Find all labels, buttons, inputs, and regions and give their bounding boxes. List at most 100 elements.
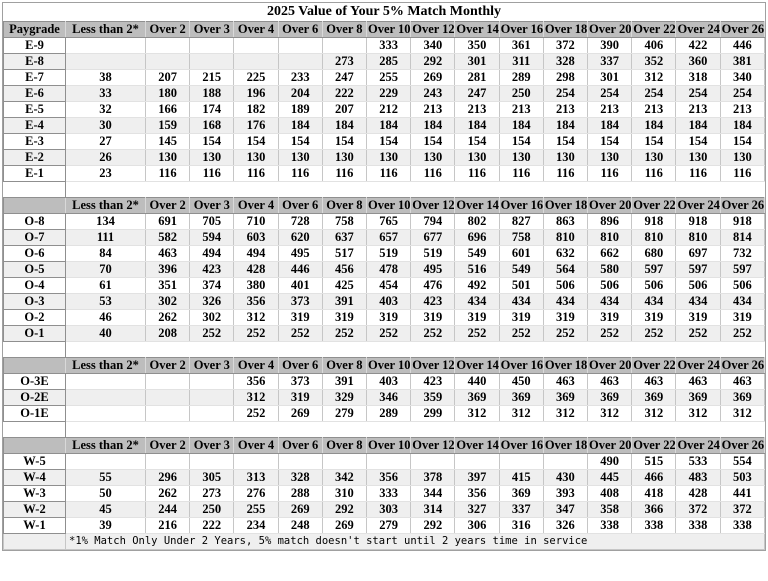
value-cell: 483: [675, 469, 721, 486]
value-cell: [189, 53, 235, 70]
value-cell: 352: [631, 53, 677, 70]
value-cell: 207: [321, 101, 368, 118]
value-cell: 580: [587, 261, 633, 278]
value-cell: 184: [542, 117, 589, 134]
value-cell: 116: [454, 165, 500, 182]
spacer-cell: [3, 181, 66, 198]
value-cell: 33: [65, 85, 146, 102]
value-cell: 428: [675, 485, 721, 502]
table-row: W-2 45 244 250 255 269 292 303 314 327 337 347 358 36…: [3, 501, 766, 518]
value-cell: 252: [542, 325, 589, 342]
value-cell: 329: [321, 389, 368, 406]
value-cell: 154: [719, 133, 766, 150]
value-cell: 312: [498, 405, 544, 422]
value-cell: 328: [277, 469, 323, 486]
value-cell: 319: [410, 309, 456, 326]
value-cell: 495: [410, 261, 456, 278]
value-cell: 549: [498, 261, 544, 278]
value-cell: 356: [233, 373, 279, 390]
value-cell: 292: [410, 517, 456, 534]
value-cell: 212: [366, 101, 412, 118]
value-cell: 369: [454, 389, 500, 406]
value-cell: 408: [587, 485, 633, 502]
value-cell: 254: [542, 85, 589, 102]
value-cell: 213: [587, 101, 633, 118]
service-column-header: Over 16: [498, 197, 544, 214]
value-cell: 216: [144, 517, 191, 534]
value-cell: 213: [410, 101, 456, 118]
value-cell: 423: [189, 261, 235, 278]
value-cell: 276: [233, 485, 279, 502]
value-cell: 184: [277, 117, 323, 134]
paygrade-cell: O-2E: [3, 389, 66, 406]
value-cell: 519: [410, 245, 456, 262]
spacer-cell: [65, 181, 765, 198]
value-cell: 130: [542, 149, 589, 166]
value-cell: 344: [410, 485, 456, 502]
value-cell: 166: [144, 101, 191, 118]
paygrade-cell: E-8: [3, 53, 66, 70]
value-cell: 434: [631, 293, 677, 310]
value-cell: 250: [189, 501, 235, 518]
value-cell: 337: [587, 53, 633, 70]
service-column-header: Over 3: [189, 197, 235, 214]
value-cell: 312: [233, 309, 279, 326]
value-cell: [65, 53, 146, 70]
value-cell: 159: [144, 117, 191, 134]
value-cell: 32: [65, 101, 146, 118]
value-cell: 327: [454, 501, 500, 518]
value-cell: 273: [321, 53, 368, 70]
value-cell: 423: [410, 293, 456, 310]
value-cell: 252: [366, 325, 412, 342]
value-cell: 252: [233, 325, 279, 342]
spacer-cell: [65, 341, 765, 358]
value-cell: 247: [321, 69, 368, 86]
value-cell: 319: [631, 309, 677, 326]
value-cell: 61: [65, 277, 146, 294]
value-cell: 30: [65, 117, 146, 134]
value-cell: 463: [144, 245, 191, 262]
value-cell: 490: [587, 453, 633, 470]
paygrade-cell: W-4: [3, 469, 66, 486]
service-column-header: Over 16: [498, 357, 544, 374]
value-cell: 403: [366, 293, 412, 310]
value-cell: [498, 453, 544, 470]
value-cell: 369: [587, 389, 633, 406]
value-cell: 312: [454, 405, 500, 422]
value-cell: 269: [277, 405, 323, 422]
section-header-row-officer-prior-enlisted: Less than 2* Over 2 Over 3 Over 4 Over 6 Over…: [3, 357, 766, 374]
paygrade-cell: O-7: [3, 229, 66, 246]
value-cell: 184: [631, 117, 677, 134]
table-row: E-4 30 159 168 176 184 184 184 184 184 184 184 184 18…: [3, 117, 766, 134]
value-cell: 130: [498, 149, 544, 166]
value-cell: 289: [366, 405, 412, 422]
service-column-header: Over 20: [587, 21, 633, 38]
value-cell: 213: [719, 101, 766, 118]
value-cell: 463: [542, 373, 589, 390]
value-cell: 312: [542, 405, 589, 422]
table-row: O-2 46 262 302 312 319 319 319 319 319 319 319 319 31…: [3, 309, 766, 326]
value-cell: 456: [321, 261, 368, 278]
paygrade-cell: O-3E: [3, 373, 66, 390]
value-cell: 340: [719, 69, 766, 86]
value-cell: 184: [719, 117, 766, 134]
paygrade-cell: E-9: [3, 37, 66, 54]
section-header-row-officer: Less than 2* Over 2 Over 3 Over 4 Over 6 Over…: [3, 197, 766, 214]
service-column-header: Over 2: [144, 21, 191, 38]
value-cell: 229: [366, 85, 412, 102]
value-cell: 215: [189, 69, 235, 86]
value-cell: 252: [675, 325, 721, 342]
value-cell: 677: [410, 229, 456, 246]
value-cell: 506: [542, 277, 589, 294]
value-cell: 466: [631, 469, 677, 486]
paygrade-cell: E-5: [3, 101, 66, 118]
service-column-header: Over 26: [719, 357, 766, 374]
value-cell: 302: [144, 293, 191, 310]
value-cell: 478: [366, 261, 412, 278]
value-cell: 434: [719, 293, 766, 310]
value-cell: 361: [498, 37, 544, 54]
value-cell: 372: [542, 37, 589, 54]
value-cell: 802: [454, 213, 500, 230]
value-cell: 374: [189, 277, 235, 294]
service-column-header: Over 2: [144, 437, 191, 454]
